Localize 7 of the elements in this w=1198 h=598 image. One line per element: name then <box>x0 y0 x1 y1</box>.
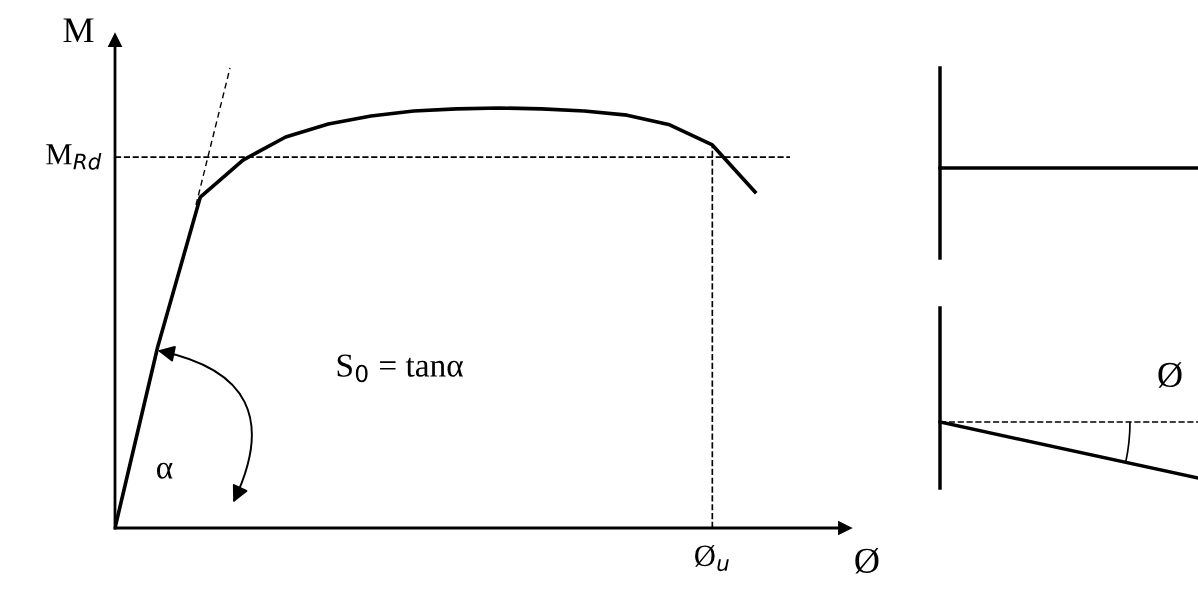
y-axis-title: M <box>63 18 94 43</box>
text: Ø <box>1158 362 1182 388</box>
annotation: S$_{0}$ = tanα <box>337 354 463 383</box>
x-axis-title: Ø <box>855 548 879 574</box>
ref-line-label: M$_{Rd}$ <box>46 144 102 170</box>
text: Ø$_{u}$ <box>695 545 729 572</box>
annotation: α <box>157 462 173 479</box>
